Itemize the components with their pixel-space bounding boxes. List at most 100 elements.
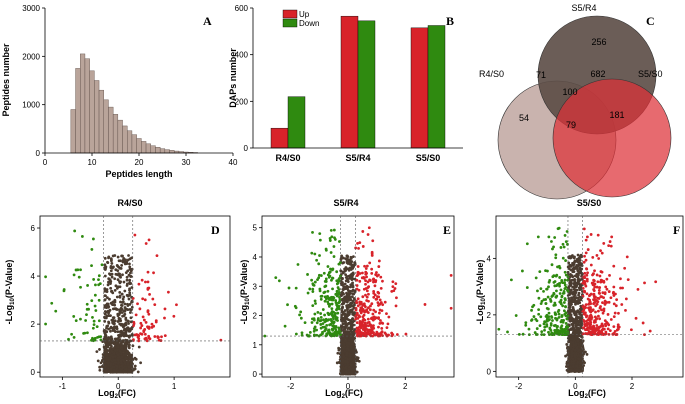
ns-point bbox=[106, 305, 110, 309]
ns-point bbox=[118, 322, 122, 326]
ns-point bbox=[102, 345, 106, 349]
ns-point bbox=[125, 340, 129, 343]
up-point bbox=[363, 318, 367, 322]
ns-point bbox=[109, 364, 112, 367]
ns-point bbox=[113, 319, 117, 323]
ns-point bbox=[120, 364, 124, 368]
down-point bbox=[337, 306, 340, 309]
ns-point bbox=[127, 340, 131, 344]
ns-point bbox=[343, 339, 347, 343]
up-point bbox=[366, 311, 370, 315]
ns-point bbox=[107, 255, 111, 259]
ns-point bbox=[108, 347, 112, 350]
ns-point bbox=[119, 259, 122, 263]
ns-point bbox=[105, 353, 109, 357]
ns-point bbox=[103, 256, 107, 260]
ns-point bbox=[104, 267, 107, 270]
ns-point bbox=[108, 341, 112, 345]
down-point bbox=[80, 235, 84, 238]
up-point bbox=[370, 254, 374, 257]
histogram-bar bbox=[84, 58, 90, 154]
ns-point bbox=[119, 300, 122, 304]
up-point bbox=[166, 290, 170, 294]
plot-frame bbox=[261, 215, 455, 378]
bar-up bbox=[410, 27, 429, 149]
up-point bbox=[139, 326, 143, 330]
ns-point bbox=[571, 254, 574, 257]
ns-point bbox=[109, 269, 113, 273]
panel-c-letter: C bbox=[646, 14, 655, 28]
down-point bbox=[95, 325, 99, 328]
ns-point bbox=[569, 308, 573, 312]
ns-point bbox=[116, 264, 119, 268]
ns-point bbox=[122, 328, 126, 332]
ns-point bbox=[350, 301, 354, 305]
ns-point bbox=[346, 257, 349, 261]
ns-point bbox=[127, 365, 131, 369]
up-point bbox=[172, 314, 176, 318]
ns-point bbox=[124, 356, 128, 360]
ns-point bbox=[349, 256, 353, 260]
panel-a-letter: A bbox=[203, 14, 212, 28]
y-tick-label: 2 bbox=[253, 312, 258, 321]
down-point bbox=[326, 265, 330, 268]
up-point bbox=[378, 298, 382, 302]
up-point bbox=[358, 241, 362, 245]
ns-point bbox=[580, 335, 584, 339]
ns-point bbox=[349, 323, 353, 327]
ns-point bbox=[110, 290, 113, 293]
up-point bbox=[141, 297, 145, 301]
ns-point bbox=[107, 369, 111, 373]
down-point bbox=[299, 310, 303, 314]
ns-point bbox=[127, 254, 130, 257]
ns-point bbox=[345, 300, 349, 304]
up-point bbox=[144, 320, 148, 324]
up-point bbox=[138, 307, 142, 311]
up-point bbox=[132, 322, 136, 326]
up-point bbox=[387, 315, 391, 319]
up-point bbox=[147, 238, 151, 242]
ns-point bbox=[124, 353, 127, 357]
ns-point bbox=[126, 294, 130, 298]
ns-point bbox=[344, 276, 348, 279]
ns-point bbox=[346, 308, 349, 312]
up-point bbox=[368, 261, 372, 265]
x-tick-label: -1 bbox=[59, 382, 67, 391]
down-point bbox=[306, 273, 309, 276]
up-point bbox=[377, 311, 381, 315]
ns-point bbox=[128, 291, 132, 295]
up-point bbox=[356, 327, 360, 331]
x-tick-label: 0 bbox=[116, 382, 121, 391]
ns-point bbox=[346, 361, 350, 364]
up-point bbox=[370, 250, 374, 254]
ns-point bbox=[124, 271, 128, 275]
down-point bbox=[100, 263, 104, 267]
y-tick-label: 4 bbox=[31, 272, 36, 281]
down-point bbox=[322, 271, 326, 275]
histogram-bar bbox=[112, 114, 119, 154]
ns-point bbox=[105, 351, 108, 355]
up-point bbox=[147, 312, 151, 316]
up-point bbox=[358, 279, 362, 283]
ns-point bbox=[125, 275, 129, 279]
down-point bbox=[331, 287, 334, 291]
up-point bbox=[363, 264, 366, 268]
up-point bbox=[143, 332, 147, 336]
up-point bbox=[373, 284, 377, 288]
histogram-bar bbox=[103, 99, 109, 154]
ns-point bbox=[345, 347, 349, 350]
up-point bbox=[377, 259, 381, 263]
up-point bbox=[163, 307, 167, 311]
ns-point bbox=[350, 278, 354, 282]
ns-point bbox=[341, 287, 345, 291]
down-point bbox=[334, 299, 338, 302]
up-point bbox=[361, 334, 365, 337]
x-tick-label: 10 bbox=[88, 158, 97, 167]
ns-point bbox=[117, 316, 121, 320]
down-point bbox=[337, 278, 341, 282]
down-point bbox=[97, 283, 101, 287]
down-point bbox=[311, 230, 314, 234]
ns-point bbox=[103, 274, 107, 278]
down-point bbox=[319, 312, 323, 315]
